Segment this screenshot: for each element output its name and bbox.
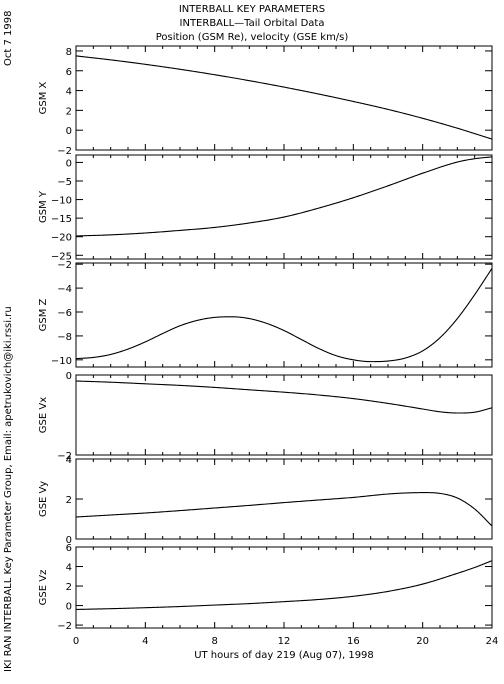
y-tick-label: −2 bbox=[57, 621, 72, 632]
x-tick-label: 24 bbox=[486, 636, 499, 647]
y-tick-label: 0 bbox=[66, 602, 72, 613]
y-axis-label: GSM Y bbox=[38, 190, 49, 223]
y-tick-label: −10 bbox=[51, 196, 72, 207]
y-tick-label: 4 bbox=[66, 563, 72, 574]
y-tick-label: 4 bbox=[66, 455, 72, 466]
x-axis-label: UT hours of day 219 (Aug 07), 1998 bbox=[194, 650, 374, 661]
y-axis-label: GSE Vz bbox=[38, 570, 49, 606]
y-tick-label: 0 bbox=[66, 371, 72, 382]
y-tick-label: 0 bbox=[66, 126, 72, 137]
x-tick-label: 0 bbox=[73, 636, 79, 647]
y-tick-label: 2 bbox=[66, 495, 72, 506]
y-tick-label: 6 bbox=[66, 67, 72, 78]
y-tick-label: 4 bbox=[66, 87, 72, 98]
y-tick-label: −20 bbox=[51, 233, 72, 244]
panel-frame bbox=[75, 45, 493, 151]
y-axis-label: GSE Vy bbox=[38, 481, 49, 517]
panel-frame bbox=[75, 262, 493, 368]
y-tick-label: −2 bbox=[57, 451, 72, 462]
x-tick-label: 4 bbox=[142, 636, 148, 647]
series-line bbox=[75, 156, 493, 237]
y-tick-label: −6 bbox=[57, 308, 72, 319]
y-tick-label: 2 bbox=[66, 582, 72, 593]
y-tick-label: 6 bbox=[66, 543, 72, 554]
y-tick-label: −15 bbox=[51, 214, 72, 225]
y-tick-label: −2 bbox=[57, 146, 72, 157]
y-tick-label: −2 bbox=[57, 260, 72, 271]
y-tick-label: −25 bbox=[51, 251, 72, 262]
y-axis-label: GSM Z bbox=[38, 298, 49, 331]
y-tick-label: 8 bbox=[66, 47, 72, 58]
series-line bbox=[75, 380, 493, 414]
series-line bbox=[75, 492, 493, 527]
x-tick-label: 16 bbox=[347, 636, 360, 647]
x-tick-label: 20 bbox=[416, 636, 429, 647]
x-tick-label: 8 bbox=[211, 636, 217, 647]
panel-frame bbox=[75, 458, 493, 540]
series-line bbox=[75, 55, 493, 140]
y-axis-label: GSM X bbox=[38, 81, 49, 114]
panel-frame bbox=[75, 374, 493, 456]
y-tick-label: 0 bbox=[66, 158, 72, 169]
x-tick-label: 12 bbox=[278, 636, 291, 647]
y-tick-label: −5 bbox=[57, 177, 72, 188]
series-line bbox=[75, 560, 493, 611]
y-tick-label: −4 bbox=[57, 284, 72, 295]
chart-subsubtitle: Position (GSM Re), velocity (GSE km/s) bbox=[155, 32, 349, 43]
chart-title: INTERBALL KEY PARAMETERS bbox=[178, 4, 326, 15]
y-tick-label: −10 bbox=[51, 356, 72, 367]
y-axis-label: GSE Vx bbox=[38, 397, 49, 433]
chart-subtitle: INTERBALL—Tail Orbital Data bbox=[179, 18, 325, 29]
y-tick-label: −8 bbox=[57, 332, 72, 343]
y-tick-label: 0 bbox=[66, 535, 72, 546]
series-line bbox=[75, 268, 493, 363]
panel-frame bbox=[75, 546, 493, 629]
y-tick-label: 2 bbox=[66, 106, 72, 117]
